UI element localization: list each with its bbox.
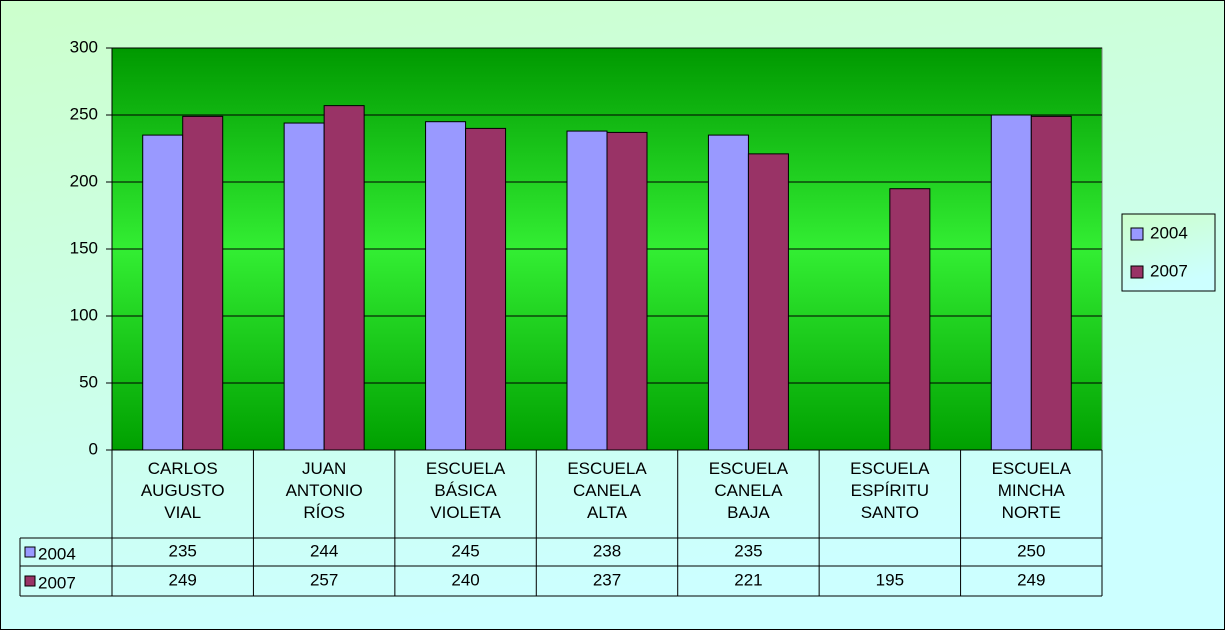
table-value: 235 <box>169 541 197 560</box>
bar <box>889 188 931 451</box>
label-line: ESCUELA <box>709 459 789 478</box>
x-tick-label: ESCUELA BÁSICA VIOLETA <box>426 459 506 522</box>
bar <box>465 127 507 451</box>
table-value: 221 <box>734 570 762 589</box>
x-tick-label: ESCUELA CANELA BAJA <box>709 459 789 522</box>
table-value: 240 <box>451 570 479 589</box>
label-line: SANTO <box>861 503 919 522</box>
table-value: 237 <box>593 570 621 589</box>
bar <box>283 122 325 451</box>
table-value: 249 <box>1017 570 1045 589</box>
label-line: ALTA <box>587 503 628 522</box>
bar <box>566 130 608 451</box>
bar <box>425 121 467 451</box>
table-value: 250 <box>1017 541 1045 560</box>
table-value: 257 <box>310 570 338 589</box>
y-tick-label: 300 <box>70 37 98 56</box>
x-tick-label: CARLOS AUGUSTO VIAL <box>141 459 225 522</box>
legend-key <box>24 575 36 587</box>
table-row-label: 2004 <box>38 544 76 563</box>
legend-key <box>24 546 36 558</box>
table-value: 238 <box>593 541 621 560</box>
bar <box>606 131 648 451</box>
legend-key <box>1130 227 1144 241</box>
bar <box>142 134 184 451</box>
table-value: 195 <box>876 570 904 589</box>
label-line: JUAN <box>302 459 346 478</box>
label-line: ESCUELA <box>567 459 647 478</box>
y-tick-label: 250 <box>70 104 98 123</box>
label-line: CARLOS <box>148 459 218 478</box>
bar <box>182 115 224 451</box>
table-value: 249 <box>169 570 197 589</box>
bar <box>707 134 749 451</box>
label-line: BAJA <box>727 503 770 522</box>
x-tick-label: ESCUELA ESPÍRITU SANTO <box>850 459 930 522</box>
legend-key <box>1130 265 1144 279</box>
label-line: AUGUSTO <box>141 481 225 500</box>
label-line: NORTE <box>1002 503 1061 522</box>
legend-label: 2007 <box>1150 261 1188 280</box>
table-row-label: 2007 <box>38 573 76 592</box>
label-line: BÁSICA <box>434 481 497 500</box>
bar <box>990 114 1032 451</box>
x-tick-label: JUAN ANTONIO RÍOS <box>286 459 363 522</box>
x-tick-label: ESCUELA MINCHA NORTE <box>992 459 1072 522</box>
bar <box>747 153 789 451</box>
label-line: ESCUELA <box>850 459 930 478</box>
table-value: 235 <box>734 541 762 560</box>
y-tick-label: 100 <box>70 305 98 324</box>
label-line: VIAL <box>164 503 201 522</box>
label-line: CANELA <box>714 481 783 500</box>
y-tick-label: 50 <box>79 372 98 391</box>
label-line: ANTONIO <box>286 481 363 500</box>
bar <box>323 105 365 451</box>
label-line: MINCHA <box>998 481 1066 500</box>
bar <box>1030 115 1072 451</box>
label-line: ESCUELA <box>426 459 506 478</box>
label-line: CANELA <box>573 481 642 500</box>
table-value: 244 <box>310 541 338 560</box>
x-tick-label: ESCUELA CANELA ALTA <box>567 459 647 522</box>
y-tick-label: 0 <box>89 439 98 458</box>
label-line: ESCUELA <box>992 459 1072 478</box>
label-line: RÍOS <box>303 503 345 522</box>
label-line: ESPÍRITU <box>851 481 929 500</box>
y-tick-label: 200 <box>70 171 98 190</box>
y-tick-label: 150 <box>70 238 98 257</box>
legend-label: 2004 <box>1150 223 1188 242</box>
table-value: 245 <box>451 541 479 560</box>
label-line: VIOLETA <box>430 503 501 522</box>
